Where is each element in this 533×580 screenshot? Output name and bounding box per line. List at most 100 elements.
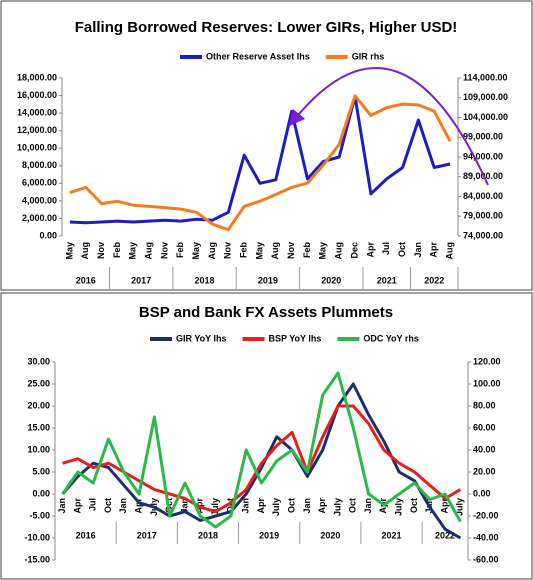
y2-tick-label: -20.00 <box>473 510 499 520</box>
year-label: 2018 <box>195 275 215 285</box>
y-tick-label: 8,000.00 <box>22 160 57 170</box>
y-tick-label: 15.00 <box>27 422 50 432</box>
panel-frame <box>0 0 533 291</box>
y-tick-label: 2,000.00 <box>22 213 57 223</box>
x-tick-label: July <box>210 498 220 516</box>
x-tick-label: Feb <box>239 242 249 259</box>
x-tick-label: July <box>271 498 281 516</box>
y-tick-label: 14,000.00 <box>17 107 57 117</box>
x-tick-label: Feb <box>112 242 122 259</box>
x-tick-label: Jul <box>88 498 98 511</box>
chart-title: BSP and Bank FX Assets Plummets <box>139 304 393 321</box>
y2-tick-label: 99,000.00 <box>463 132 503 142</box>
legend-label: GIR YoY lhs <box>176 333 227 343</box>
x-tick-label: Oct <box>409 498 419 513</box>
x-tick-label: Apr <box>429 242 439 258</box>
y-tick-label: 25.00 <box>27 378 50 388</box>
year-label: 2021 <box>377 275 397 285</box>
y2-tick-label: 0.00 <box>473 488 491 498</box>
x-tick-label: May <box>128 242 138 260</box>
y2-tick-label: -60.00 <box>473 554 499 564</box>
legend-label: GIR rhs <box>352 51 385 61</box>
x-tick-label: Apr <box>256 498 266 514</box>
year-label: 2016 <box>76 530 96 540</box>
x-tick-label: Oct <box>397 242 407 257</box>
series-line <box>69 94 452 232</box>
year-label: 2020 <box>320 530 340 540</box>
y-tick-label: -10.00 <box>24 532 50 542</box>
x-tick-label: Jan <box>363 498 373 514</box>
y-tick-label: 4,000.00 <box>22 195 57 205</box>
y-tick-label: 5.00 <box>32 466 50 476</box>
series-line <box>62 404 462 514</box>
x-tick-label: Aug <box>143 242 153 260</box>
x-tick-label: May <box>318 242 328 260</box>
year-label: 2017 <box>137 530 157 540</box>
x-tick-label: Apr <box>72 498 82 514</box>
x-tick-label: Oct <box>225 498 235 513</box>
year-label: 2019 <box>258 275 278 285</box>
y2-tick-label: 109,000.00 <box>463 92 508 102</box>
y2-tick-label: 100.00 <box>473 378 501 388</box>
y-tick-label: 10,000.00 <box>17 143 57 153</box>
series-line <box>61 382 462 540</box>
y-tick-label: 16,000.00 <box>17 90 57 100</box>
x-tick-label: Nov <box>96 242 106 259</box>
x-tick-label: Oct <box>103 498 113 513</box>
x-tick-label: Oct <box>286 498 296 513</box>
x-tick-label: Nov <box>223 242 233 259</box>
y2-tick-label: 20.00 <box>473 466 496 476</box>
year-label: 2018 <box>198 530 218 540</box>
x-tick-label: Dec <box>349 242 359 259</box>
chart-title: Falling Borrowed Reserves: Lower GIRs, H… <box>75 19 458 36</box>
legend-label: ODC YoY rhs <box>363 333 419 343</box>
x-tick-label: Aug <box>334 242 344 260</box>
x-tick-label: Aug <box>207 242 217 260</box>
x-tick-label: Jan <box>57 498 67 514</box>
y2-tick-label: 80.00 <box>473 400 496 410</box>
x-tick-label: Aug <box>270 242 280 260</box>
year-label: 2019 <box>259 530 279 540</box>
year-label: 2022 <box>435 530 455 540</box>
y2-tick-label: 79,000.00 <box>463 211 503 221</box>
x-tick-label: May <box>191 242 201 260</box>
x-tick-label: Jan <box>179 498 189 514</box>
y-tick-label: -5.00 <box>29 510 50 520</box>
y-tick-label: 20.00 <box>27 400 50 410</box>
y-tick-label: 18,000.00 <box>17 72 57 82</box>
trend-arrow <box>288 67 489 186</box>
x-tick-label: Apr <box>365 242 375 258</box>
x-tick-label: Aug <box>80 242 90 260</box>
year-label: 2021 <box>382 530 402 540</box>
x-tick-label: July <box>332 498 342 516</box>
x-tick-label: Aug <box>444 242 454 260</box>
y2-tick-label: 94,000.00 <box>463 151 503 161</box>
x-tick-label: Oct <box>348 498 358 513</box>
y2-tick-label: 84,000.00 <box>463 191 503 201</box>
y-tick-label: -15.00 <box>24 554 50 564</box>
y-tick-label: 10.00 <box>27 444 50 454</box>
y-tick-label: 30.00 <box>27 356 50 366</box>
year-label: 2017 <box>131 275 151 285</box>
y2-tick-label: 40.00 <box>473 444 496 454</box>
x-tick-label: Jan <box>118 498 128 514</box>
x-tick-label: Nov <box>286 242 296 259</box>
x-tick-label: July <box>455 498 465 516</box>
x-tick-label: Feb <box>175 242 185 259</box>
panel-frame <box>0 292 533 580</box>
legend-label: Other Reserve Asset lhs <box>206 51 310 61</box>
x-tick-label: Feb <box>302 242 312 259</box>
x-tick-label: Apr <box>317 498 327 514</box>
y2-tick-label: 60.00 <box>473 422 496 432</box>
series-line <box>69 94 451 225</box>
x-tick-label: Jan <box>413 242 423 258</box>
x-tick-label: May <box>254 242 264 260</box>
y-tick-label: 6,000.00 <box>22 178 57 188</box>
y2-tick-label: 114,000.00 <box>463 72 508 82</box>
y2-tick-label: -40.00 <box>473 532 499 542</box>
y-tick-label: 0.00 <box>32 488 50 498</box>
x-tick-label: July <box>394 498 404 516</box>
y2-tick-label: 104,000.00 <box>463 112 508 122</box>
year-label: 2022 <box>424 275 444 285</box>
